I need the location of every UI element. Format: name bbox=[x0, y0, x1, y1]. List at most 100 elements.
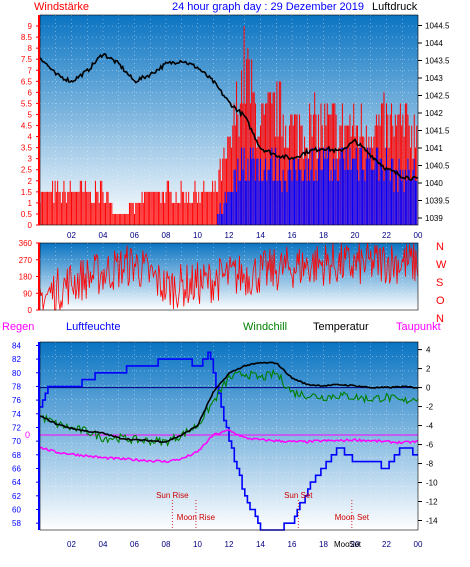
compass-label: O bbox=[436, 295, 445, 307]
pressure-tick-label: 1041 bbox=[425, 144, 443, 153]
event-label: Sun Rise bbox=[156, 491, 189, 500]
time-tick-label: 04 bbox=[99, 231, 108, 240]
pressure-tick-label: 1040 bbox=[425, 179, 443, 188]
direction-tick-label: 360 bbox=[19, 239, 33, 248]
wind-tick-label: 3.5 bbox=[21, 144, 33, 153]
time-tick-label: 20 bbox=[351, 540, 360, 549]
time-tick-label: 12 bbox=[225, 231, 234, 240]
humidity-tick-label: 72 bbox=[12, 423, 21, 432]
pressure-tick-label: 1040.5 bbox=[425, 162, 450, 171]
wind-tick-label: 9 bbox=[28, 22, 33, 31]
wind-tick-label: 5 bbox=[28, 110, 33, 119]
temperature-legend: Temperatur bbox=[313, 321, 369, 333]
wind-mean-series bbox=[217, 147, 418, 225]
humidity-tick-label: 82 bbox=[12, 355, 21, 364]
pressure-tick-label: 1039 bbox=[425, 214, 443, 223]
humidity-tick-label: 68 bbox=[12, 451, 21, 460]
wind-tick-label: 3 bbox=[28, 155, 33, 164]
windchill-line bbox=[39, 368, 419, 447]
humidity-tick-label: 64 bbox=[12, 478, 21, 487]
pressure-tick-label: 1043 bbox=[425, 74, 443, 83]
temperature-tick-label: 4 bbox=[426, 346, 431, 355]
time-tick-label: 16 bbox=[288, 540, 297, 549]
humidity-tick-label: 76 bbox=[12, 396, 21, 405]
temperature-tick-label: -12 bbox=[426, 498, 438, 507]
time-tick-label: 22 bbox=[382, 540, 391, 549]
time-tick-label: 14 bbox=[256, 540, 265, 549]
wind-tick-label: 5.5 bbox=[21, 99, 33, 108]
wind-tick-label: 0.5 bbox=[21, 210, 33, 219]
dewpoint-line bbox=[39, 429, 419, 464]
sun-moon-events: Sun Rise Moon Rise Sun Set Moon Set bbox=[156, 491, 370, 530]
pressure-series bbox=[39, 53, 419, 181]
wind-tick-label: 1.5 bbox=[21, 188, 33, 197]
time-tick-label: 08 bbox=[162, 540, 171, 549]
wind-tick-label: 2 bbox=[28, 177, 33, 186]
humidity-temperature-series bbox=[39, 351, 419, 531]
humidity-tick-label: 80 bbox=[12, 369, 21, 378]
wind-direction-series bbox=[39, 242, 419, 311]
humidity-tick-label: 58 bbox=[12, 519, 21, 528]
temperature-tick-label: -14 bbox=[426, 517, 438, 526]
time-tick-label: 10 bbox=[193, 231, 202, 240]
time-tick-label: 08 bbox=[162, 231, 171, 240]
humidity-time-axis: 02 04 06 08 10 12 14 16 18 20 22 00 bbox=[67, 540, 423, 549]
time-tick-label: 06 bbox=[130, 540, 139, 549]
windchill-legend: Windchill bbox=[243, 321, 287, 333]
event-label: Moon Rise bbox=[177, 513, 216, 522]
page-title: 24 hour graph day : 29 Dezember 2019 bbox=[172, 1, 364, 13]
rain-legend: Regen bbox=[2, 321, 34, 333]
temperature-tick-label: 2 bbox=[426, 365, 431, 374]
wind-tick-label: 0 bbox=[28, 221, 33, 230]
compass-label: S bbox=[436, 277, 443, 289]
pressure-right-axis: 1039 1039.5 1040 1040.5 1041 1041.5 1042 1042.5… bbox=[418, 22, 450, 223]
temperature-line bbox=[39, 361, 419, 443]
humidity-tick-label: 66 bbox=[12, 464, 21, 473]
humidity-tick-label: 84 bbox=[12, 341, 21, 350]
time-tick-label: 14 bbox=[256, 231, 265, 240]
wind-tick-label: 4.5 bbox=[21, 122, 33, 131]
time-tick-label: 22 bbox=[382, 231, 391, 240]
time-overlay-set: Set bbox=[349, 540, 362, 549]
time-tick-label: 20 bbox=[351, 231, 360, 240]
wind-left-axis: 0 0.5 1 1.5 2 2.5 3 3.5 4 4.5 5 5.5 6 6.5 7 7.5 8 8.5 9 bbox=[21, 15, 40, 230]
wind-tick-label: 4 bbox=[28, 133, 33, 142]
time-overlay-moon: Moo bbox=[334, 540, 350, 549]
wind-tick-label: 1 bbox=[28, 199, 33, 208]
event-label: Moon Set bbox=[335, 513, 370, 522]
humidity-legend: Luftfeuchte bbox=[66, 321, 120, 333]
pressure-axis-title: Luftdruck bbox=[372, 1, 418, 13]
pressure-tick-label: 1042.5 bbox=[425, 92, 450, 101]
wind-tick-label: 6 bbox=[28, 88, 33, 97]
wind-direction-plot-area bbox=[40, 243, 418, 310]
event-label: Sun Set bbox=[284, 491, 313, 500]
pressure-tick-label: 1043.5 bbox=[425, 57, 450, 66]
humidity-tick-label: 70 bbox=[12, 437, 21, 446]
pressure-tick-label: 1041.5 bbox=[425, 127, 450, 136]
wind-axis-title: Windstärke bbox=[34, 1, 89, 13]
dewpoint-legend: Taupunkt bbox=[396, 321, 441, 333]
direction-tick-label: 90 bbox=[23, 289, 32, 298]
pressure-tick-label: 1039.5 bbox=[425, 197, 450, 206]
temperature-tick-label: -6 bbox=[426, 441, 434, 450]
humidity-temperature-grid bbox=[40, 342, 418, 530]
rain-zero-label: 0 bbox=[25, 430, 30, 440]
temperature-tick-label: -10 bbox=[426, 479, 438, 488]
temperature-tick-label: -8 bbox=[426, 460, 434, 469]
direction-tick-label: 270 bbox=[19, 256, 33, 265]
time-tick-label: 00 bbox=[414, 231, 423, 240]
temperature-tick-label: -4 bbox=[426, 422, 434, 431]
compass-label: W bbox=[436, 259, 447, 271]
wind-tick-label: 8 bbox=[28, 44, 33, 53]
wind-tick-label: 8.5 bbox=[21, 33, 33, 42]
humidity-tick-label: 78 bbox=[12, 382, 21, 391]
humidity-tick-label: 60 bbox=[12, 505, 21, 514]
pressure-tick-label: 1044.5 bbox=[425, 22, 450, 31]
wind-direction-line bbox=[39, 242, 419, 311]
time-tick-label: 02 bbox=[67, 231, 76, 240]
time-tick-label: 02 bbox=[67, 540, 76, 549]
humidity-tick-label: 74 bbox=[12, 410, 21, 419]
compass-label: N bbox=[436, 241, 444, 253]
